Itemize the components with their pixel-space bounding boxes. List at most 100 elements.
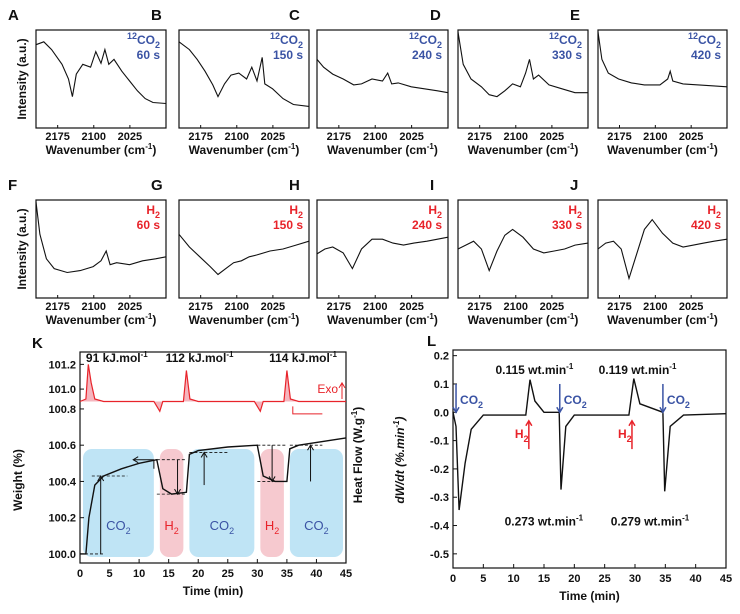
plot-frame <box>35 199 167 299</box>
x-axis-label: Wavenumber (cm-1) <box>468 142 579 157</box>
exo-label: Exo <box>317 382 338 396</box>
x-tick-label: 2175 <box>607 131 631 143</box>
gas-label: H2 <box>428 203 442 220</box>
spectrum-line <box>597 218 728 281</box>
arrow-head <box>659 406 667 414</box>
x-tick-label: 45 <box>340 568 352 580</box>
panel-label: I <box>430 177 434 194</box>
gas-label: 12CO2 <box>688 31 721 50</box>
arrow-head <box>338 381 346 389</box>
gas-label: 12CO2 <box>549 31 582 50</box>
spectrum-line <box>597 31 728 88</box>
time-label: 150 s <box>273 218 303 232</box>
spectrum-line <box>457 31 588 98</box>
region-co2 <box>189 449 255 557</box>
region-label: H2 <box>265 518 279 536</box>
x-tick-label: 2025 <box>540 301 564 313</box>
plot-frame <box>79 351 347 564</box>
panel-label: A <box>8 7 19 24</box>
x-tick-label: 2175 <box>467 131 491 143</box>
x-tick-label: 35 <box>659 573 671 585</box>
panel-label: L <box>427 333 436 350</box>
x-tick-label: 2175 <box>188 301 212 313</box>
heat-flow-line <box>79 364 346 413</box>
gas-marker-label: CO2 <box>460 393 483 410</box>
x-axis-label: Wavenumber (cm-1) <box>46 312 157 327</box>
x-tick-label: 35 <box>281 568 293 580</box>
y-tick-label: -0.5 <box>430 549 449 561</box>
plot-frame <box>316 29 449 129</box>
x-tick-label: 20 <box>192 568 204 580</box>
gas-label: 12CO2 <box>409 31 442 50</box>
x-tick-label: 2100 <box>225 301 249 313</box>
x-axis-label: Time (min) <box>183 584 243 598</box>
x-tick-label: 2025 <box>399 301 423 313</box>
x-tick-label: 0 <box>77 568 83 580</box>
time-label: 240 s <box>412 218 442 232</box>
panel-label: J <box>570 177 578 194</box>
x-tick-label: 25 <box>599 573 611 585</box>
gas-label: 12CO2 <box>270 31 303 50</box>
arrow-head <box>628 419 636 427</box>
plot-frame <box>316 199 449 299</box>
x-tick-label: 2025 <box>679 131 703 143</box>
y-tick-label: 100.6 <box>48 440 76 452</box>
plot-frame <box>35 29 167 129</box>
gas-marker-label: H2 <box>618 427 632 444</box>
time-label: 330 s <box>552 48 582 62</box>
x-axis-label: Wavenumber (cm-1) <box>327 142 438 157</box>
y-axis-label-right: Heat Flow (W.g-1) <box>350 407 365 503</box>
y-axis-label: Intensity (a.u.) <box>15 38 29 119</box>
gas-label: H2 <box>568 203 582 220</box>
spectrum-line <box>178 233 310 276</box>
y-tick-label: -0.1 <box>430 436 449 448</box>
time-label: 240 s <box>412 48 442 62</box>
x-tick-label: 2100 <box>504 131 528 143</box>
region-h2 <box>260 449 284 557</box>
heat-flow-fill <box>80 364 346 412</box>
region-label: H2 <box>164 518 178 536</box>
x-tick-label: 2025 <box>679 301 703 313</box>
rate-annotation: 0.119 wt.min-1 <box>599 362 677 377</box>
x-tick-label: 2175 <box>188 131 212 143</box>
x-tick-label: 2175 <box>607 301 631 313</box>
y-tick-label: 100.0 <box>48 549 76 561</box>
rate-annotation: 0.279 wt.min-1 <box>611 514 690 529</box>
spectrum-line <box>178 41 310 107</box>
x-tick-label: 15 <box>538 573 550 585</box>
x-tick-label: 2025 <box>118 131 142 143</box>
plot-frame <box>178 199 310 299</box>
x-tick-label: 20 <box>568 573 580 585</box>
time-label: 150 s <box>273 48 303 62</box>
x-tick-label: 2100 <box>643 301 667 313</box>
x-tick-label: 2175 <box>327 131 351 143</box>
time-label: 420 s <box>691 48 721 62</box>
rate-line <box>452 378 727 511</box>
x-tick-label: 40 <box>690 573 702 585</box>
x-tick-label: 5 <box>480 573 486 585</box>
x-axis-label: Wavenumber (cm-1) <box>327 312 438 327</box>
panel-label: C <box>289 7 300 24</box>
gas-label: 12CO2 <box>127 31 160 50</box>
spectrum-line <box>35 41 167 105</box>
x-tick-label: 2175 <box>327 301 351 313</box>
x-tick-label: 10 <box>133 568 145 580</box>
x-tick-label: 45 <box>720 573 732 585</box>
gas-label: H2 <box>146 203 160 220</box>
arrow-head <box>200 451 208 458</box>
plot-frame <box>457 29 589 129</box>
x-tick-label: 2025 <box>118 301 142 313</box>
x-tick-label: 2175 <box>45 131 69 143</box>
y-tick-label: 101.0 <box>48 384 76 396</box>
plot-frame <box>452 349 727 569</box>
y-tick-label: 101.2 <box>48 359 76 371</box>
